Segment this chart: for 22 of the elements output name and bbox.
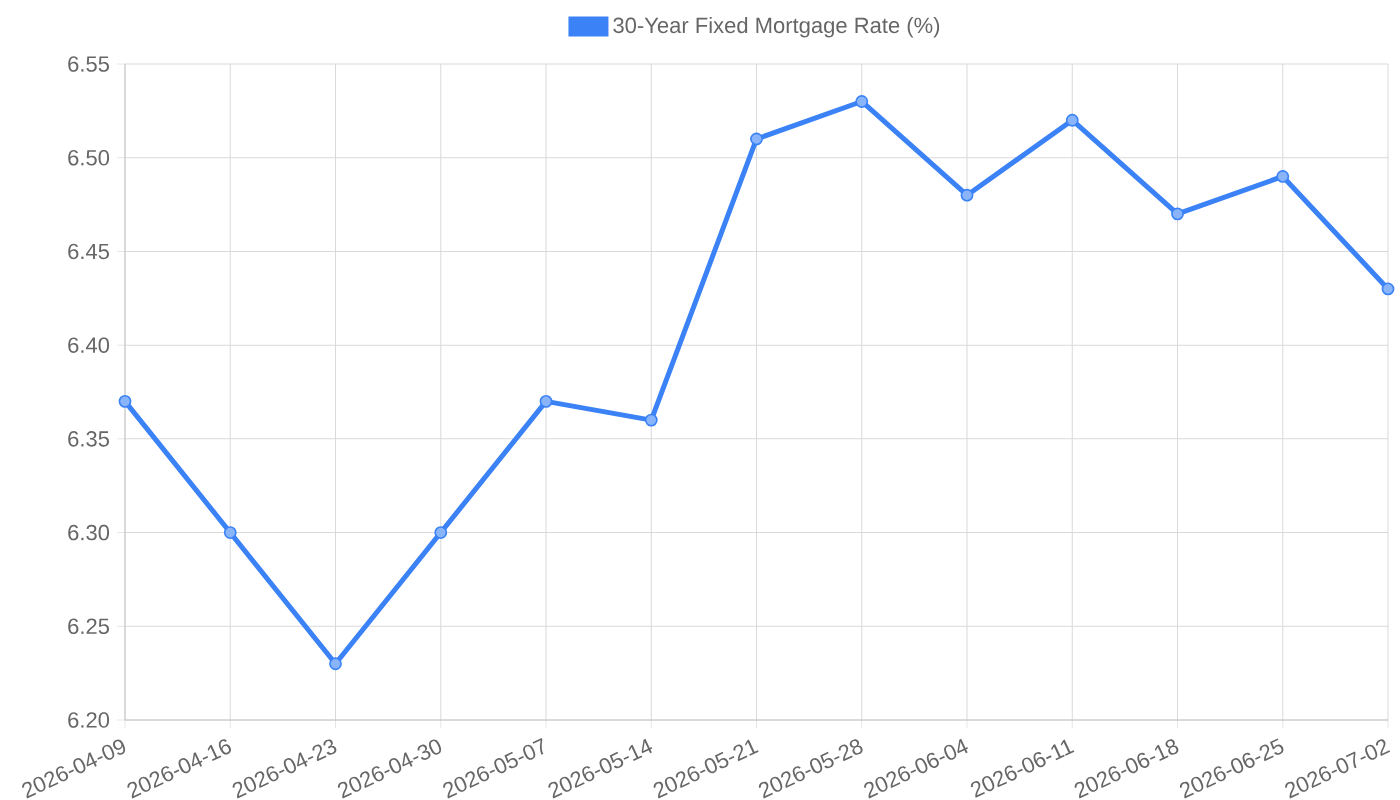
- point: [1171, 207, 1184, 221]
- point: [434, 526, 448, 539]
- point: [1381, 282, 1395, 296]
- point: [750, 132, 763, 146]
- point: [223, 526, 237, 539]
- y-tick-label: 6.55: [68, 56, 109, 72]
- y-tick-label: 6.25: [68, 618, 109, 635]
- point: [1065, 113, 1079, 127]
- point: [644, 413, 658, 427]
- point: [539, 394, 553, 408]
- y-tick-label: 6.35: [68, 431, 109, 447]
- point: [1276, 170, 1290, 183]
- legend-label: 30-Year Fixed Mortgage Rate (%): [613, 16, 940, 38]
- point: [329, 657, 342, 671]
- point: [855, 95, 869, 108]
- point: [960, 188, 974, 202]
- y-tick-label: 6.20: [68, 712, 110, 728]
- y-tick-label: 6.40: [68, 337, 110, 353]
- point: [118, 394, 132, 408]
- y-tick-label: 6.50: [68, 149, 110, 166]
- y-tick-label: 6.30: [68, 524, 110, 541]
- y-tick-label: 6.45: [68, 243, 109, 260]
